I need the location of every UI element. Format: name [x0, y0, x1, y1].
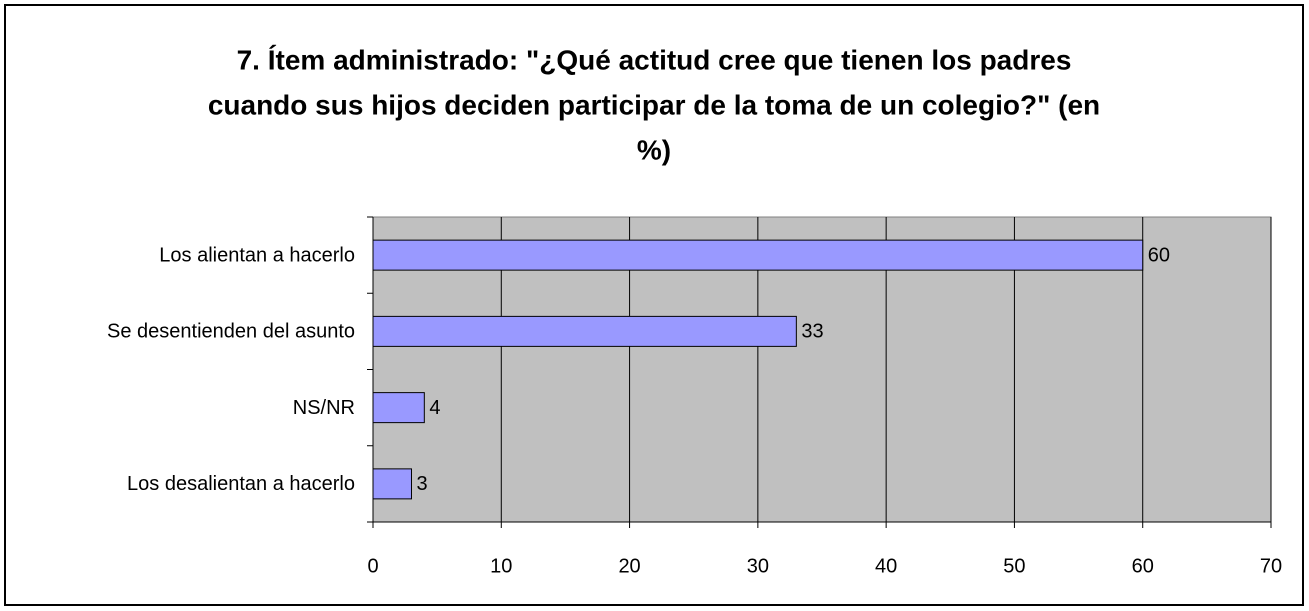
chart-title: cuando sus hijos deciden participar de l… [208, 89, 1100, 120]
data-label: 33 [801, 321, 823, 343]
x-tick-label: 20 [618, 555, 640, 577]
x-tick-label: 10 [490, 555, 512, 577]
data-label: 4 [429, 397, 440, 419]
bar [372, 315, 797, 347]
chart-title: 7. Ítem administrado: "¿Qué actitud cree… [237, 44, 1072, 75]
x-tick-label: 70 [1260, 555, 1282, 577]
y-tick-label: NS/NR [293, 397, 355, 419]
y-tick-label: Los alientan a hacerlo [159, 244, 355, 266]
x-tick-label: 60 [1132, 555, 1154, 577]
x-tick-label: 50 [1003, 555, 1025, 577]
x-tick-label: 30 [747, 555, 769, 577]
data-label: 3 [416, 473, 427, 495]
y-tick-label: Se desentienden del asunto [107, 321, 355, 343]
chart-title: %) [637, 134, 671, 165]
bar [372, 239, 1144, 271]
y-tick-label: Los desalientan a hacerlo [127, 473, 355, 495]
x-tick-label: 40 [875, 555, 897, 577]
data-label: 60 [1148, 244, 1170, 266]
bar [372, 468, 412, 500]
bar [372, 392, 425, 424]
x-tick-label: 0 [367, 555, 378, 577]
